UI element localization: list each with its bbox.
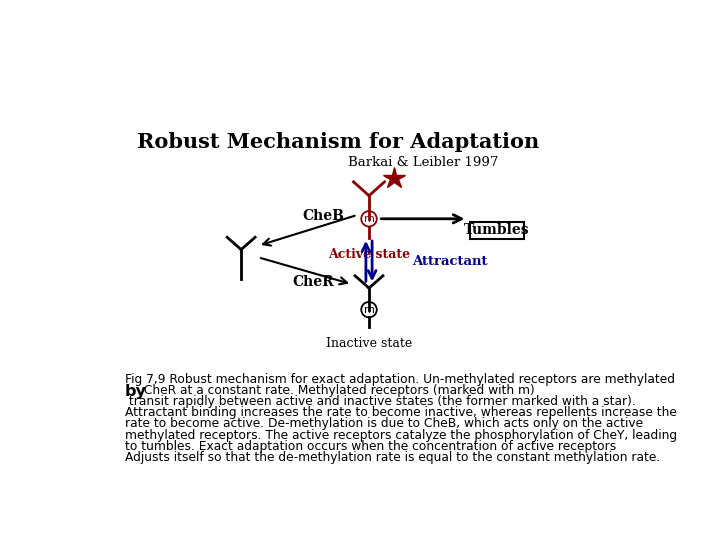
Text: CheR: CheR [292,275,333,289]
Text: Adjusts itself so that the de-methylation rate is equal to the constant methylat: Adjusts itself so that the de-methylatio… [125,451,660,464]
Text: to tumbles. Exact adaptation occurs when the concentration of active receptors: to tumbles. Exact adaptation occurs when… [125,440,616,453]
Text: transit rapidly between active and inactive states (the former marked with a sta: transit rapidly between active and inact… [125,395,636,408]
Text: Attractant: Attractant [412,255,487,268]
Text: CheR at a constant rate. Methylated receptors (marked with m): CheR at a constant rate. Methylated rece… [140,384,535,397]
Text: rate to become active. De-methylation is due to CheB, which acts only on the act: rate to become active. De-methylation is… [125,417,643,430]
Text: by: by [125,384,147,399]
Bar [469,222,524,239]
Text: CheB: CheB [302,210,344,224]
Text: Fig 7,9 Robust mechanism for exact adaptation. Un-methylated receptors are methy: Fig 7,9 Robust mechanism for exact adapt… [125,373,675,386]
Text: methylated receptors. The active receptors catalyze the phosphorylation of CheY,: methylated receptors. The active recepto… [125,429,677,442]
Text: Robust Mechanism for Adaptation: Robust Mechanism for Adaptation [137,132,539,152]
Text: Inactive state: Inactive state [326,336,412,349]
Text: m: m [364,305,374,315]
Text: Tumbles: Tumbles [464,224,530,238]
Text: Active state: Active state [328,248,410,261]
Text: Barkai & Leibler 1997: Barkai & Leibler 1997 [348,156,498,169]
Text: Attractant binding increases the rate to become inactive, whereas repellents inc: Attractant binding increases the rate to… [125,406,677,419]
Text: m: m [364,214,374,224]
